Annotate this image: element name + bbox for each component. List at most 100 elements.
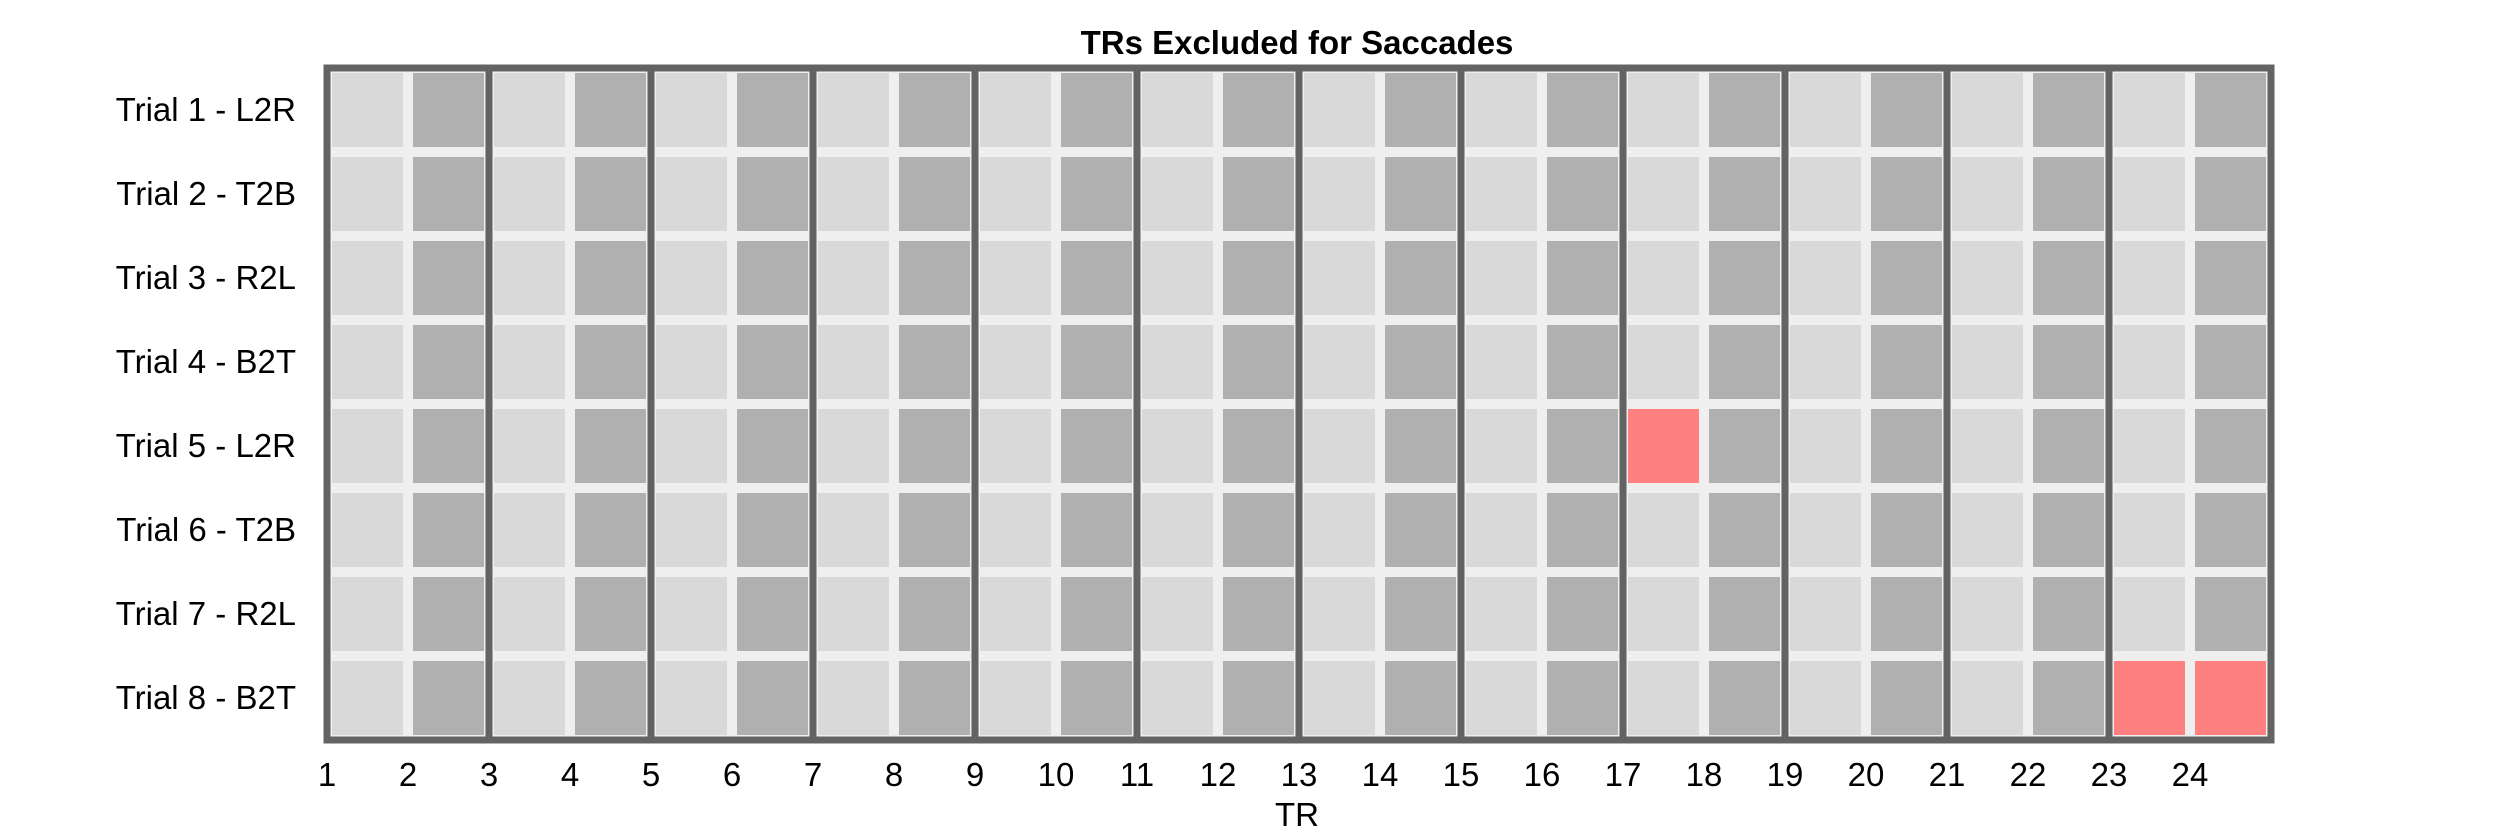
heatmap-cell — [1790, 241, 1861, 315]
heatmap-cell — [1304, 325, 1375, 399]
heatmap-cell — [1709, 325, 1780, 399]
heatmap-cell — [1709, 409, 1780, 483]
heatmap-cell — [1871, 577, 1942, 651]
heatmap-cell — [818, 661, 889, 735]
heatmap-cell — [899, 325, 970, 399]
heatmap-cell — [1061, 325, 1132, 399]
heatmap-cell — [1142, 661, 1213, 735]
heatmap-cell — [1547, 241, 1618, 315]
heatmap-cell — [413, 241, 484, 315]
heatmap-cell — [1547, 409, 1618, 483]
heatmap-cell — [1061, 409, 1132, 483]
excluded-cell — [1628, 409, 1699, 483]
heatmap-cell — [737, 73, 808, 147]
heatmap-cell — [899, 241, 970, 315]
heatmap-cell — [332, 493, 403, 567]
heatmap-cell — [1061, 493, 1132, 567]
x-tick-label: 12 — [1200, 756, 1237, 793]
heatmap-cell — [737, 577, 808, 651]
heatmap-cell — [980, 325, 1051, 399]
excluded-cell — [2114, 661, 2185, 735]
heatmap-cell — [2195, 241, 2266, 315]
heatmap-cell — [1871, 157, 1942, 231]
x-tick-label: 24 — [2172, 756, 2209, 793]
heatmap-cell — [2033, 493, 2104, 567]
x-tick-label: 3 — [480, 756, 498, 793]
heatmap-cell — [1547, 661, 1618, 735]
heatmap-cell — [2033, 325, 2104, 399]
heatmap-cell — [2033, 241, 2104, 315]
heatmap-cell — [1952, 241, 2023, 315]
heatmap-cell — [1709, 157, 1780, 231]
heatmap-cell — [2114, 325, 2185, 399]
x-tick-label: 6 — [723, 756, 741, 793]
heatmap-cell — [1790, 661, 1861, 735]
heatmap-cell — [1709, 661, 1780, 735]
heatmap-cell — [980, 493, 1051, 567]
heatmap-cell — [1952, 577, 2023, 651]
heatmap-cell — [1142, 73, 1213, 147]
heatmap-cell — [1466, 241, 1537, 315]
heatmap-cell — [1385, 493, 1456, 567]
heatmap-cell — [656, 73, 727, 147]
heatmap-cell — [494, 577, 565, 651]
x-tick-label: 18 — [1686, 756, 1723, 793]
heatmap-cell — [413, 409, 484, 483]
row-label: Trial 7 - R2L — [116, 595, 296, 632]
heatmap-cell — [1142, 577, 1213, 651]
x-tick-label: 2 — [399, 756, 417, 793]
heatmap-cell — [980, 661, 1051, 735]
heatmap-cell — [1547, 325, 1618, 399]
heatmap-cell — [1709, 73, 1780, 147]
row-label: Trial 3 - R2L — [116, 259, 296, 296]
heatmap-cell — [899, 157, 970, 231]
heatmap-cell — [818, 577, 889, 651]
heatmap-cell — [980, 409, 1051, 483]
heatmap-cell — [1142, 409, 1213, 483]
heatmap-cell — [1142, 493, 1213, 567]
heatmap-cell — [575, 577, 646, 651]
heatmap-cell — [494, 73, 565, 147]
heatmap-cell — [1466, 325, 1537, 399]
heatmap-cell — [980, 157, 1051, 231]
heatmap-cell — [1223, 157, 1294, 231]
heatmap-cell — [2114, 73, 2185, 147]
heatmap-cell — [1466, 157, 1537, 231]
heatmap-cell — [656, 241, 727, 315]
heatmap-cell — [575, 73, 646, 147]
plot-frame — [323, 64, 2275, 744]
heatmap-cell — [1547, 157, 1618, 231]
heatmap-cell — [1466, 577, 1537, 651]
chart-title: TRs Excluded for Saccades — [1081, 24, 1514, 61]
heatmap-cell — [1871, 241, 1942, 315]
x-tick-label: 13 — [1281, 756, 1318, 793]
heatmap-cell — [737, 493, 808, 567]
heatmap-cell — [413, 325, 484, 399]
x-tick-label: 11 — [1120, 756, 1154, 793]
heatmap-cell — [818, 409, 889, 483]
heatmap-cell — [1385, 157, 1456, 231]
heatmap-cell — [413, 493, 484, 567]
x-tick-label: 21 — [1929, 756, 1966, 793]
x-tick-label: 8 — [885, 756, 903, 793]
heatmap-cell — [1952, 73, 2023, 147]
row-label: Trial 5 - L2R — [116, 427, 296, 464]
heatmap-cell — [1547, 577, 1618, 651]
heatmap-cell — [899, 73, 970, 147]
row-label: Trial 6 - T2B — [116, 511, 296, 548]
row-label: Trial 1 - L2R — [116, 91, 296, 128]
heatmap-cell — [2114, 409, 2185, 483]
heatmap-cell — [656, 493, 727, 567]
heatmap-cell — [575, 661, 646, 735]
heatmap-cell — [1871, 73, 1942, 147]
heatmap-cell — [413, 661, 484, 735]
heatmap-cell — [1547, 73, 1618, 147]
heatmap-cell — [494, 325, 565, 399]
heatmap-cell — [1223, 661, 1294, 735]
x-tick-label: 19 — [1767, 756, 1804, 793]
heatmap-cell — [1223, 73, 1294, 147]
heatmap-cell — [1385, 409, 1456, 483]
heatmap-cell — [332, 661, 403, 735]
heatmap-cell — [332, 241, 403, 315]
